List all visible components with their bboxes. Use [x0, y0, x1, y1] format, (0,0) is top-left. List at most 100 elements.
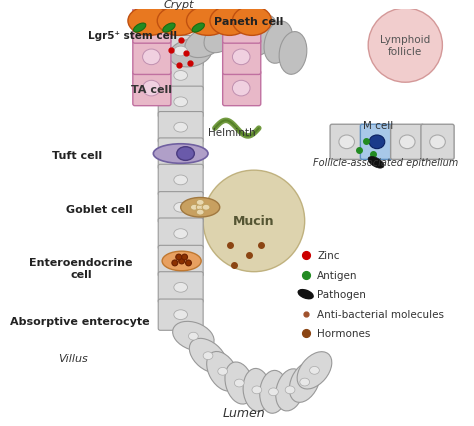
Text: Anti-bacterial molecules: Anti-bacterial molecules — [318, 309, 445, 319]
Ellipse shape — [279, 32, 307, 75]
FancyBboxPatch shape — [158, 138, 203, 170]
Ellipse shape — [174, 283, 188, 293]
FancyBboxPatch shape — [330, 125, 363, 160]
Text: Hormones: Hormones — [318, 328, 371, 338]
Ellipse shape — [204, 19, 241, 54]
FancyBboxPatch shape — [158, 60, 203, 92]
FancyBboxPatch shape — [158, 112, 203, 144]
Text: Antigen: Antigen — [318, 270, 358, 280]
FancyBboxPatch shape — [158, 192, 203, 223]
Ellipse shape — [368, 157, 384, 169]
Ellipse shape — [232, 81, 250, 97]
Ellipse shape — [174, 256, 188, 266]
Ellipse shape — [276, 369, 304, 411]
Ellipse shape — [172, 260, 178, 266]
Ellipse shape — [182, 254, 188, 260]
Ellipse shape — [174, 98, 188, 107]
Text: TA cell: TA cell — [131, 85, 172, 95]
Text: Absorptive enterocyte: Absorptive enterocyte — [10, 316, 149, 326]
Ellipse shape — [181, 198, 220, 218]
Ellipse shape — [143, 50, 160, 66]
Ellipse shape — [369, 135, 385, 149]
Circle shape — [203, 171, 305, 272]
Ellipse shape — [157, 7, 200, 36]
FancyBboxPatch shape — [360, 125, 393, 160]
FancyBboxPatch shape — [158, 165, 203, 196]
Ellipse shape — [430, 135, 446, 149]
Text: Pathogen: Pathogen — [318, 290, 366, 299]
Ellipse shape — [210, 7, 249, 36]
Text: Villus: Villus — [59, 353, 88, 363]
Ellipse shape — [246, 16, 277, 57]
FancyBboxPatch shape — [133, 72, 171, 106]
Ellipse shape — [225, 362, 254, 404]
Ellipse shape — [191, 205, 198, 211]
Text: Zinc: Zinc — [318, 250, 340, 260]
FancyBboxPatch shape — [223, 40, 261, 75]
Ellipse shape — [289, 362, 320, 403]
FancyBboxPatch shape — [158, 272, 203, 303]
FancyBboxPatch shape — [421, 125, 454, 160]
Ellipse shape — [264, 22, 292, 64]
Ellipse shape — [310, 366, 319, 374]
Ellipse shape — [174, 149, 188, 159]
Ellipse shape — [185, 28, 226, 58]
Ellipse shape — [163, 24, 175, 33]
Ellipse shape — [300, 378, 310, 386]
Ellipse shape — [134, 24, 146, 33]
FancyBboxPatch shape — [223, 72, 261, 106]
Ellipse shape — [174, 72, 188, 81]
Ellipse shape — [192, 24, 204, 33]
FancyBboxPatch shape — [391, 125, 424, 160]
Ellipse shape — [169, 40, 212, 68]
Text: Helminth: Helminth — [208, 128, 255, 138]
Ellipse shape — [189, 339, 227, 373]
FancyBboxPatch shape — [133, 9, 171, 44]
Ellipse shape — [400, 135, 415, 149]
Text: Lumen: Lumen — [223, 406, 265, 420]
Ellipse shape — [196, 205, 204, 211]
Ellipse shape — [202, 205, 210, 211]
Ellipse shape — [128, 7, 171, 36]
Ellipse shape — [174, 203, 188, 213]
Ellipse shape — [196, 200, 204, 206]
Ellipse shape — [174, 47, 188, 57]
Ellipse shape — [260, 371, 287, 413]
Ellipse shape — [174, 123, 188, 133]
Ellipse shape — [176, 254, 182, 260]
Ellipse shape — [196, 210, 204, 216]
Ellipse shape — [232, 50, 250, 66]
Circle shape — [368, 9, 442, 83]
Ellipse shape — [232, 19, 250, 35]
FancyBboxPatch shape — [158, 246, 203, 277]
Ellipse shape — [187, 7, 229, 36]
Ellipse shape — [185, 260, 191, 266]
FancyBboxPatch shape — [158, 299, 203, 331]
Ellipse shape — [298, 290, 313, 299]
Text: M cell: M cell — [363, 121, 393, 131]
Ellipse shape — [226, 14, 259, 52]
Ellipse shape — [179, 259, 184, 264]
Ellipse shape — [203, 352, 213, 360]
Ellipse shape — [269, 388, 278, 396]
Ellipse shape — [174, 176, 188, 185]
FancyBboxPatch shape — [223, 9, 261, 44]
Ellipse shape — [243, 368, 271, 412]
Text: Mucin: Mucin — [233, 215, 275, 228]
Text: Lymphoid
follicle: Lymphoid follicle — [380, 35, 430, 57]
Text: Crypt: Crypt — [164, 0, 194, 10]
Ellipse shape — [143, 81, 160, 97]
Text: Tuft cell: Tuft cell — [53, 150, 102, 160]
Ellipse shape — [173, 322, 214, 351]
Ellipse shape — [143, 19, 160, 35]
Ellipse shape — [232, 7, 272, 36]
FancyBboxPatch shape — [158, 87, 203, 118]
FancyBboxPatch shape — [133, 40, 171, 75]
Ellipse shape — [297, 352, 332, 389]
Ellipse shape — [189, 332, 198, 340]
Text: Goblet cell: Goblet cell — [66, 205, 133, 215]
Ellipse shape — [162, 252, 201, 271]
Text: Paneth cell: Paneth cell — [214, 17, 284, 27]
Ellipse shape — [234, 379, 244, 387]
Ellipse shape — [339, 135, 355, 149]
